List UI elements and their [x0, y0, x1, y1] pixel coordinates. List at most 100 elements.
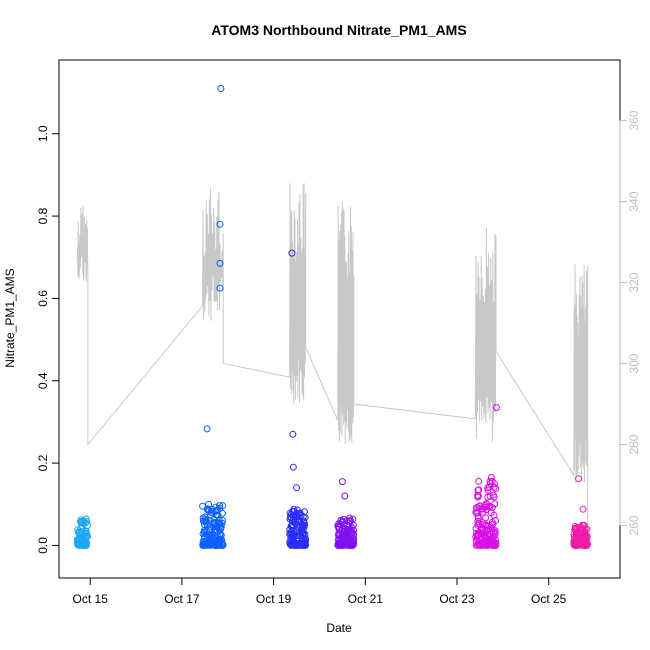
scatter-point [335, 532, 343, 540]
scatter-point [79, 518, 87, 526]
x-tick-label: Oct 21 [348, 592, 384, 606]
scatter-point [475, 531, 483, 539]
scatter-point [579, 505, 587, 513]
scatter-point [473, 532, 481, 540]
scatter-point [480, 503, 488, 511]
co2-line [76, 182, 589, 526]
scatter-point [344, 540, 352, 548]
y-tick-label: 0.2 [36, 454, 50, 471]
scatter-point [208, 539, 216, 547]
scatter-point [571, 526, 579, 534]
y-axis-label: Nitrate_PM1_AMS [3, 268, 17, 367]
scatter-point [475, 477, 483, 485]
scatter-point [289, 463, 297, 471]
scatter-point [348, 524, 356, 531]
scatter-point [301, 539, 309, 547]
scatter-point [570, 538, 578, 546]
y2-tick-label: 360 [627, 110, 641, 130]
y-tick-label: 0.0 [36, 537, 50, 554]
scatter-point [201, 521, 209, 529]
scatter-point [289, 430, 297, 438]
scatter-point [484, 486, 492, 494]
scatter-point [575, 539, 583, 547]
scatter-point [572, 525, 579, 533]
scatter-point [486, 530, 494, 538]
scatter-point [344, 535, 352, 543]
scatter-point [203, 425, 211, 433]
y-axis: 0.0 0.2 0.4 0.6 0.8 1.0 [36, 125, 60, 554]
x-tick-label: Oct 23 [439, 592, 475, 606]
scatter-point [288, 517, 296, 525]
scatter-point [201, 538, 208, 546]
scatter-point [77, 518, 84, 526]
y2-tick-label: 340 [627, 191, 641, 211]
scatter-point [473, 541, 481, 549]
y-tick-label: 0.6 [36, 290, 50, 307]
scatter-point [288, 537, 296, 545]
scatter-point [204, 506, 212, 514]
scatter-point [347, 541, 355, 549]
scatter-point [487, 538, 495, 546]
y-tick-label: 0.8 [36, 207, 50, 224]
scatter-point [339, 537, 347, 545]
scatter-point [219, 502, 227, 510]
scatter-point [574, 538, 582, 546]
y-tick-label: 1.0 [36, 125, 50, 142]
scatter-point [288, 249, 296, 257]
scatter-point [293, 512, 301, 520]
scatter-point [292, 532, 300, 540]
scatter-point [475, 486, 483, 494]
scatter-point [341, 492, 349, 500]
scatter-point [216, 284, 224, 292]
y2-axis: 260 280 300 320 340 360 [619, 110, 641, 536]
scatter-point [216, 259, 224, 267]
scatter-point [348, 539, 356, 547]
scatter-point [486, 492, 494, 500]
scatter-point [482, 514, 490, 522]
scatter-point [492, 404, 500, 411]
x-axis-label: Date [326, 621, 352, 635]
scatter-point [483, 523, 491, 530]
scatter-point [299, 539, 307, 547]
scatter-series [73, 85, 592, 549]
y2-tick-label: 320 [627, 272, 641, 292]
scatter-point [214, 506, 222, 514]
scatter-point [199, 514, 207, 522]
scatter-point [488, 504, 496, 511]
scatter-point [339, 541, 347, 549]
scatter-point [293, 484, 300, 492]
scatter-point [295, 541, 303, 549]
x-tick-label: Oct 15 [73, 592, 109, 606]
scatter-point [491, 480, 499, 488]
x-tick-label: Oct 19 [256, 592, 292, 606]
y-tick-label: 0.4 [36, 372, 50, 389]
scatter-point [216, 502, 224, 510]
scatter-point [201, 541, 209, 549]
scatter-point [83, 530, 91, 538]
scatter-point [78, 534, 86, 542]
scatter-point [203, 505, 211, 513]
scatter-point [74, 536, 82, 544]
y2-tick-label: 300 [627, 353, 641, 373]
x-tick-label: Oct 25 [531, 592, 567, 606]
y2-tick-label: 260 [627, 515, 641, 535]
x-axis: Oct 15 Oct 17 Oct 19 Oct 21 Oct 23 Oct 25 [73, 577, 567, 606]
scatter-point [484, 484, 492, 492]
scatter-point [488, 518, 496, 526]
scatter-point [219, 541, 227, 548]
scatter-point [334, 522, 342, 530]
scatter-point [490, 483, 498, 491]
scatter-point [341, 527, 348, 535]
y2-tick-label: 280 [627, 434, 641, 454]
scatter-point [479, 521, 486, 528]
scatter-point [218, 519, 226, 527]
scatter-point [474, 512, 482, 520]
scatter-point [292, 517, 299, 525]
scatter-point [295, 524, 303, 532]
scatter-point [212, 511, 220, 519]
scatter-point [215, 541, 223, 549]
scatter-point [479, 508, 487, 516]
scatter-point [209, 536, 217, 544]
scatter-point [287, 541, 295, 549]
